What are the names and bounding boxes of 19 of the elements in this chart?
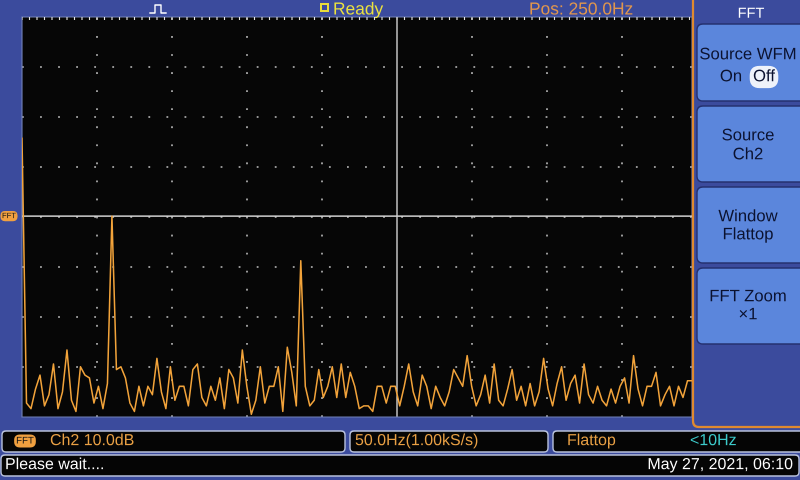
source-note: Source WFM <box>700 48 796 60</box>
text: <10Hz <box>690 434 736 446</box>
text: FFT Zoom <box>710 290 786 302</box>
text: Window <box>718 209 778 222</box>
text: Ch2 10.0dB <box>50 434 134 446</box>
text: Ch2 <box>734 147 762 160</box>
text: Off <box>754 69 775 82</box>
text: ×1 <box>740 308 757 320</box>
text: Ready <box>334 2 384 18</box>
text: FFT <box>16 436 34 444</box>
text: Please wait.... <box>6 458 103 470</box>
text: Pos: 250.0Hz <box>530 2 632 15</box>
text: Source <box>722 128 774 140</box>
text: 50.0Hz(1.00kS/s) <box>356 434 478 448</box>
text: On <box>720 70 742 82</box>
text: FFT <box>738 8 764 18</box>
text: May 27, 2021, 06:10 <box>648 458 792 472</box>
text: Flattop <box>568 434 616 448</box>
text: Flattop <box>724 227 773 243</box>
